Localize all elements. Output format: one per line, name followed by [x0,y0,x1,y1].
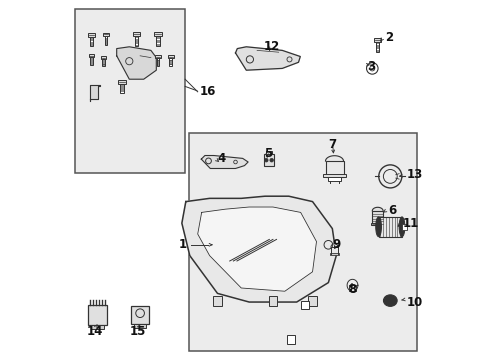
Bar [156,36,160,46]
Bar [378,217,401,237]
Bar [263,154,274,166]
Bar [300,301,308,309]
Ellipse shape [383,295,396,306]
Bar [213,296,222,306]
Bar [154,32,162,36]
Bar [120,84,123,93]
Bar [91,325,103,329]
Circle shape [269,158,273,162]
Bar [371,211,382,225]
Polygon shape [201,156,247,168]
Text: 10: 10 [406,296,422,309]
Text: 8: 8 [347,283,356,296]
Circle shape [264,158,267,162]
Bar [286,335,294,344]
Polygon shape [346,279,357,291]
Text: 2: 2 [384,31,392,44]
Bar [167,55,173,58]
Polygon shape [235,47,300,70]
Text: 1: 1 [179,238,186,251]
Bar [370,223,384,225]
Bar [88,54,94,57]
Bar [104,36,107,45]
Bar [329,253,339,256]
Polygon shape [330,244,337,247]
Bar [268,296,277,306]
Text: 16: 16 [199,85,215,98]
Polygon shape [325,156,343,161]
Text: 4: 4 [217,152,225,165]
Bar [157,58,159,66]
Bar [131,306,148,324]
Bar [169,58,172,66]
Bar [307,296,316,306]
Polygon shape [117,47,156,79]
Polygon shape [182,196,336,302]
Bar [348,285,355,291]
Bar [134,324,145,328]
Text: 9: 9 [331,238,340,251]
Polygon shape [89,85,101,101]
Bar [322,174,346,177]
Bar [90,57,93,65]
Text: 12: 12 [263,40,279,53]
Bar [118,80,125,84]
Text: 13: 13 [406,168,422,181]
Bar [134,36,138,46]
Polygon shape [197,207,316,291]
Bar [327,177,340,180]
Bar [373,38,381,42]
Bar [90,37,93,46]
Bar [188,133,416,351]
Polygon shape [371,207,382,211]
Bar [266,151,271,154]
Bar [401,224,407,230]
Bar [330,247,337,254]
Bar [155,55,161,58]
Bar [103,33,108,36]
Text: 15: 15 [130,325,146,338]
Text: 11: 11 [402,217,418,230]
Text: 6: 6 [387,204,396,217]
Text: 14: 14 [87,325,103,338]
Text: 3: 3 [366,60,374,73]
Bar [325,161,343,177]
Ellipse shape [375,217,381,237]
Text: 7: 7 [328,138,336,150]
Bar [88,305,107,325]
Bar [102,59,104,66]
Text: 5: 5 [263,147,271,159]
Bar [101,56,106,59]
Bar [75,9,185,173]
Bar [375,42,379,52]
Ellipse shape [398,217,404,237]
Bar [132,32,140,36]
Bar [88,33,95,37]
